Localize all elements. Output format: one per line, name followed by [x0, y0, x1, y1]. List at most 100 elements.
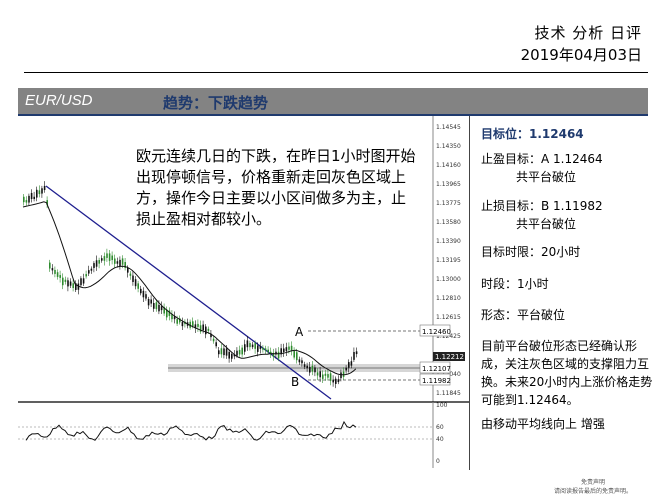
candle — [127, 267, 129, 273]
candle — [210, 333, 212, 338]
oscillator-axis: 100 60 40 0 — [436, 402, 448, 465]
candle — [33, 196, 35, 200]
candle — [168, 310, 171, 316]
candlesticks — [23, 181, 358, 389]
report-date: 2019年04月03日 — [520, 46, 642, 64]
candle — [316, 372, 319, 376]
target-level: 目标位：1.12464 — [481, 127, 584, 141]
stop-loss: 止损目标：B 1.11982 共平台破位 — [481, 197, 603, 233]
candle — [176, 319, 178, 324]
pair-banner: EUR/USD 趋势：下跌趋势 — [18, 88, 648, 116]
current-price-box — [433, 352, 465, 361]
candle — [116, 261, 119, 264]
candle — [108, 253, 111, 261]
candle — [327, 374, 329, 378]
candle — [95, 260, 98, 267]
timeframe: 时段：1小时 — [481, 277, 549, 291]
candle — [67, 280, 69, 287]
candle — [30, 192, 33, 200]
disclaimer-title: 免责声明 — [580, 479, 605, 486]
candle — [350, 361, 353, 366]
candle — [181, 322, 184, 327]
candle — [72, 283, 74, 288]
candle — [85, 274, 87, 277]
candle — [290, 345, 293, 352]
candle — [332, 379, 334, 383]
candle — [329, 373, 332, 381]
candle — [314, 367, 316, 373]
candle — [192, 321, 194, 327]
candle — [225, 348, 228, 356]
candle — [231, 354, 233, 359]
candle — [129, 273, 132, 276]
candle — [69, 281, 72, 286]
price-tick-label: 1.12425 — [436, 333, 461, 340]
candle — [319, 371, 321, 378]
candle — [41, 188, 43, 194]
candle — [272, 352, 275, 357]
candle — [249, 343, 251, 348]
level-a-value: 1.12460 — [422, 328, 451, 336]
candle — [244, 344, 246, 352]
candle — [179, 318, 181, 323]
candle — [49, 262, 51, 269]
candle — [103, 256, 106, 261]
candle — [51, 268, 54, 271]
candle — [80, 278, 82, 286]
candle — [283, 348, 285, 352]
candle — [43, 185, 46, 191]
candle — [119, 259, 121, 267]
price-tick-label: 1.13390 — [436, 238, 461, 245]
disclaimer-text: 请阅读报告最后的免责声明。 — [553, 488, 632, 495]
candle — [114, 258, 116, 264]
level-b-box — [419, 373, 451, 386]
candle — [121, 258, 124, 265]
candle — [90, 268, 93, 271]
header-divider — [24, 72, 648, 73]
candle — [134, 279, 137, 287]
candle — [59, 275, 61, 278]
oscillator-line — [25, 420, 357, 441]
candle — [153, 302, 155, 309]
time-target: 目标时限：20小时 — [481, 245, 581, 259]
candle — [296, 352, 298, 361]
candle — [132, 275, 134, 283]
candle — [233, 354, 236, 357]
level-a-box — [419, 324, 451, 337]
candle — [267, 349, 269, 353]
pattern: 形态：平台破位 — [481, 308, 566, 322]
candle — [301, 360, 303, 364]
candle — [293, 351, 295, 358]
candle — [306, 365, 308, 369]
candle — [345, 367, 347, 371]
candle — [207, 328, 210, 331]
candle — [147, 298, 150, 306]
candle — [236, 350, 238, 356]
candle — [75, 283, 77, 290]
candle — [340, 372, 342, 379]
candle — [324, 373, 327, 376]
candle — [309, 366, 311, 373]
stop-loss-label: 止损目标：B 1.11982 — [481, 199, 603, 213]
trend-label: 趋势：下跌趋势 — [163, 94, 269, 112]
candle — [163, 307, 165, 314]
candle — [166, 309, 168, 318]
candle — [246, 340, 249, 348]
candle — [38, 190, 41, 195]
candle — [322, 374, 324, 379]
candle — [23, 196, 25, 203]
sidebar-divider — [469, 116, 470, 470]
candle — [142, 290, 145, 298]
candle — [93, 263, 95, 268]
candle — [171, 313, 173, 320]
osc-tick-label: 40 — [436, 436, 444, 443]
candle — [189, 321, 191, 328]
candle — [202, 324, 204, 331]
candle — [77, 283, 80, 290]
osc-tick-label: 0 — [436, 458, 440, 465]
candle — [298, 359, 301, 363]
candle — [280, 348, 282, 355]
price-tick-label: 1.13580 — [436, 219, 461, 226]
ma-note: 由移动平均线向上 增强 — [481, 417, 605, 431]
candle — [288, 346, 290, 350]
